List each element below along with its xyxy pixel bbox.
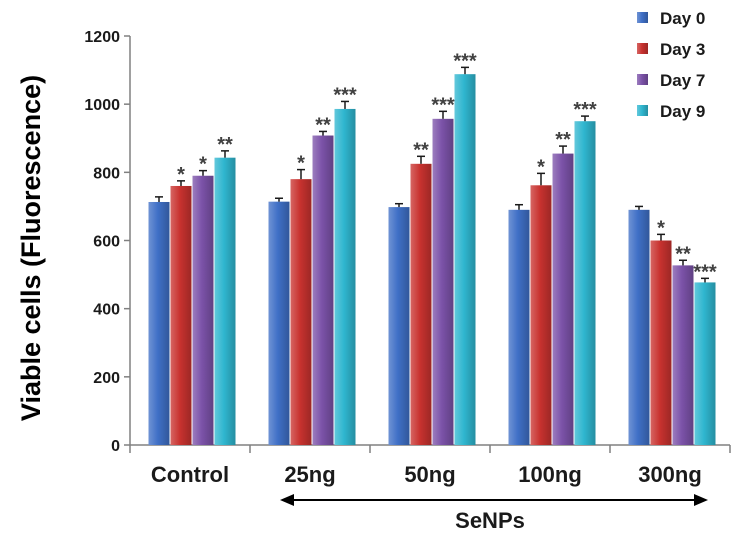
significance-label: * <box>297 153 305 175</box>
bar-day-0-100ng <box>508 209 530 445</box>
bar-day-9-50ng <box>454 74 476 445</box>
significance-label: *** <box>693 261 717 283</box>
bar-day-0-25ng <box>268 201 290 445</box>
legend-swatch <box>637 12 648 23</box>
y-tick-label: 600 <box>93 234 120 251</box>
significance-label: * <box>537 156 545 178</box>
bar-day-7-control <box>192 175 214 445</box>
y-tick-label: 400 <box>93 302 120 319</box>
bar-day-0-control <box>148 201 170 445</box>
y-tick-label: 1200 <box>84 29 120 46</box>
legend-swatch <box>637 43 648 54</box>
y-tick-label: 1000 <box>84 97 120 114</box>
significance-label: ** <box>413 139 429 161</box>
group-arrow-right-head <box>694 494 708 506</box>
bar-day-7-50ng <box>432 118 454 445</box>
group-arrow-left-head <box>280 494 294 506</box>
bar-day-3-25ng <box>290 179 312 445</box>
bar-day-9-300ng <box>694 282 716 445</box>
legend-label: Day 0 <box>660 9 705 28</box>
bars <box>148 66 716 446</box>
bar-day-3-50ng <box>410 163 432 445</box>
significance-label: * <box>177 164 185 186</box>
x-tick-label: 100ng <box>518 462 582 487</box>
legend-swatch <box>637 105 648 116</box>
significance-label: *** <box>453 50 477 72</box>
significance-label: ** <box>315 114 331 136</box>
significance-label: *** <box>333 84 357 106</box>
x-tick-label: 300ng <box>638 462 702 487</box>
legend: Day 0 Day 3 Day 7 Day 9 <box>637 9 705 121</box>
x-tick-label: Control <box>151 462 229 487</box>
bar-day-7-100ng <box>552 153 574 445</box>
bar-day-0-300ng <box>628 209 650 445</box>
bar-day-7-300ng <box>672 265 694 445</box>
bar-day-7-25ng <box>312 135 334 446</box>
significance-label: *** <box>573 99 597 121</box>
legend-label: Day 9 <box>660 102 705 121</box>
y-tick-label: 800 <box>93 165 120 182</box>
bar-day-3-300ng <box>650 240 672 445</box>
y-tick-label: 0 <box>111 438 120 455</box>
x-tick-label: 50ng <box>404 462 455 487</box>
significance-label: * <box>199 154 207 176</box>
group-label: SeNPs <box>455 508 525 533</box>
x-tick-label: 25ng <box>284 462 335 487</box>
significance-label: ** <box>217 134 233 156</box>
legend-label: Day 3 <box>660 40 705 59</box>
bar-day-3-100ng <box>530 185 552 445</box>
bar-day-9-control <box>214 157 236 446</box>
significance-label: *** <box>431 94 455 116</box>
legend-swatch <box>637 74 648 85</box>
labels: * ***Control******25ng********50ng******1… <box>151 50 717 506</box>
significance-label: ** <box>555 129 571 151</box>
significance-label: ** <box>675 243 691 265</box>
y-axis-title: Viable cells (Fluorescence) <box>16 75 46 421</box>
significance-label: * <box>657 217 665 239</box>
bar-day-9-100ng <box>574 121 596 445</box>
legend-label: Day 7 <box>660 71 705 90</box>
bar-day-0-50ng <box>388 207 410 445</box>
bar-day-3-control <box>170 185 192 445</box>
y-tick-label: 200 <box>93 370 120 387</box>
bar-day-9-25ng <box>334 108 356 446</box>
